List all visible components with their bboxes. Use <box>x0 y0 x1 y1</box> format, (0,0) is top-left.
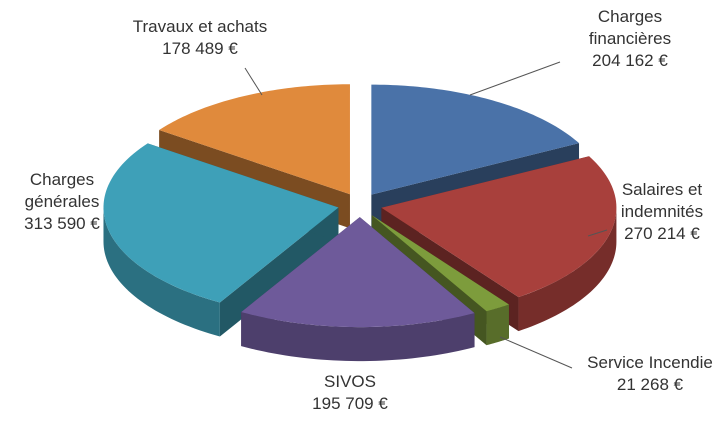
data-label: SIVOS 195 709 € <box>312 372 388 413</box>
category-line: financières <box>589 29 671 48</box>
category-label: Salaires et indemnités <box>621 180 703 221</box>
value-label: 178 489 € <box>162 39 238 58</box>
category-label: Charges financières <box>589 7 671 48</box>
category-label: SIVOS <box>324 372 376 391</box>
slice <box>241 217 475 362</box>
category-line: Service Incendie <box>587 353 713 372</box>
slice-wall <box>103 207 220 337</box>
data-label: Salaires et indemnités 270 214 € <box>621 180 703 243</box>
category-line: Salaires et <box>622 180 703 199</box>
slice-wall <box>486 304 509 346</box>
data-label: Service Incendie 21 268 € <box>587 353 713 394</box>
value-label: 313 590 € <box>24 214 100 233</box>
value-label: 21 268 € <box>617 375 684 394</box>
slice-side <box>219 207 339 337</box>
slice-top <box>159 84 350 195</box>
category-line: indemnités <box>621 202 703 221</box>
data-label: Charges générales 313 590 € <box>24 170 100 233</box>
value-label: 204 162 € <box>592 51 668 70</box>
category-line: Charges <box>30 170 94 189</box>
slice <box>103 143 339 337</box>
leader-line <box>244 67 263 96</box>
leader-line <box>587 229 608 237</box>
slice-wall <box>241 312 475 362</box>
category-line: Charges <box>598 7 662 26</box>
value-label: 195 709 € <box>312 394 388 413</box>
slice-top <box>381 156 617 298</box>
category-line: générales <box>25 192 100 211</box>
slice-top <box>103 143 339 303</box>
slice-top <box>371 215 509 312</box>
category-label: Service Incendie <box>587 353 713 372</box>
leader-line <box>469 61 561 96</box>
slice-top <box>241 217 475 328</box>
slice-wall <box>518 207 617 332</box>
category-label: Charges générales <box>25 170 100 211</box>
category-label: Travaux et achats <box>133 17 268 36</box>
slice-top <box>371 84 580 195</box>
value-label: 270 214 € <box>624 224 700 243</box>
category-line: Travaux et achats <box>133 17 268 36</box>
leader-line <box>499 336 573 369</box>
data-label: Charges financières 204 162 € <box>589 7 671 70</box>
category-line: SIVOS <box>324 372 376 391</box>
data-label: Travaux et achats 178 489 € <box>133 17 268 58</box>
